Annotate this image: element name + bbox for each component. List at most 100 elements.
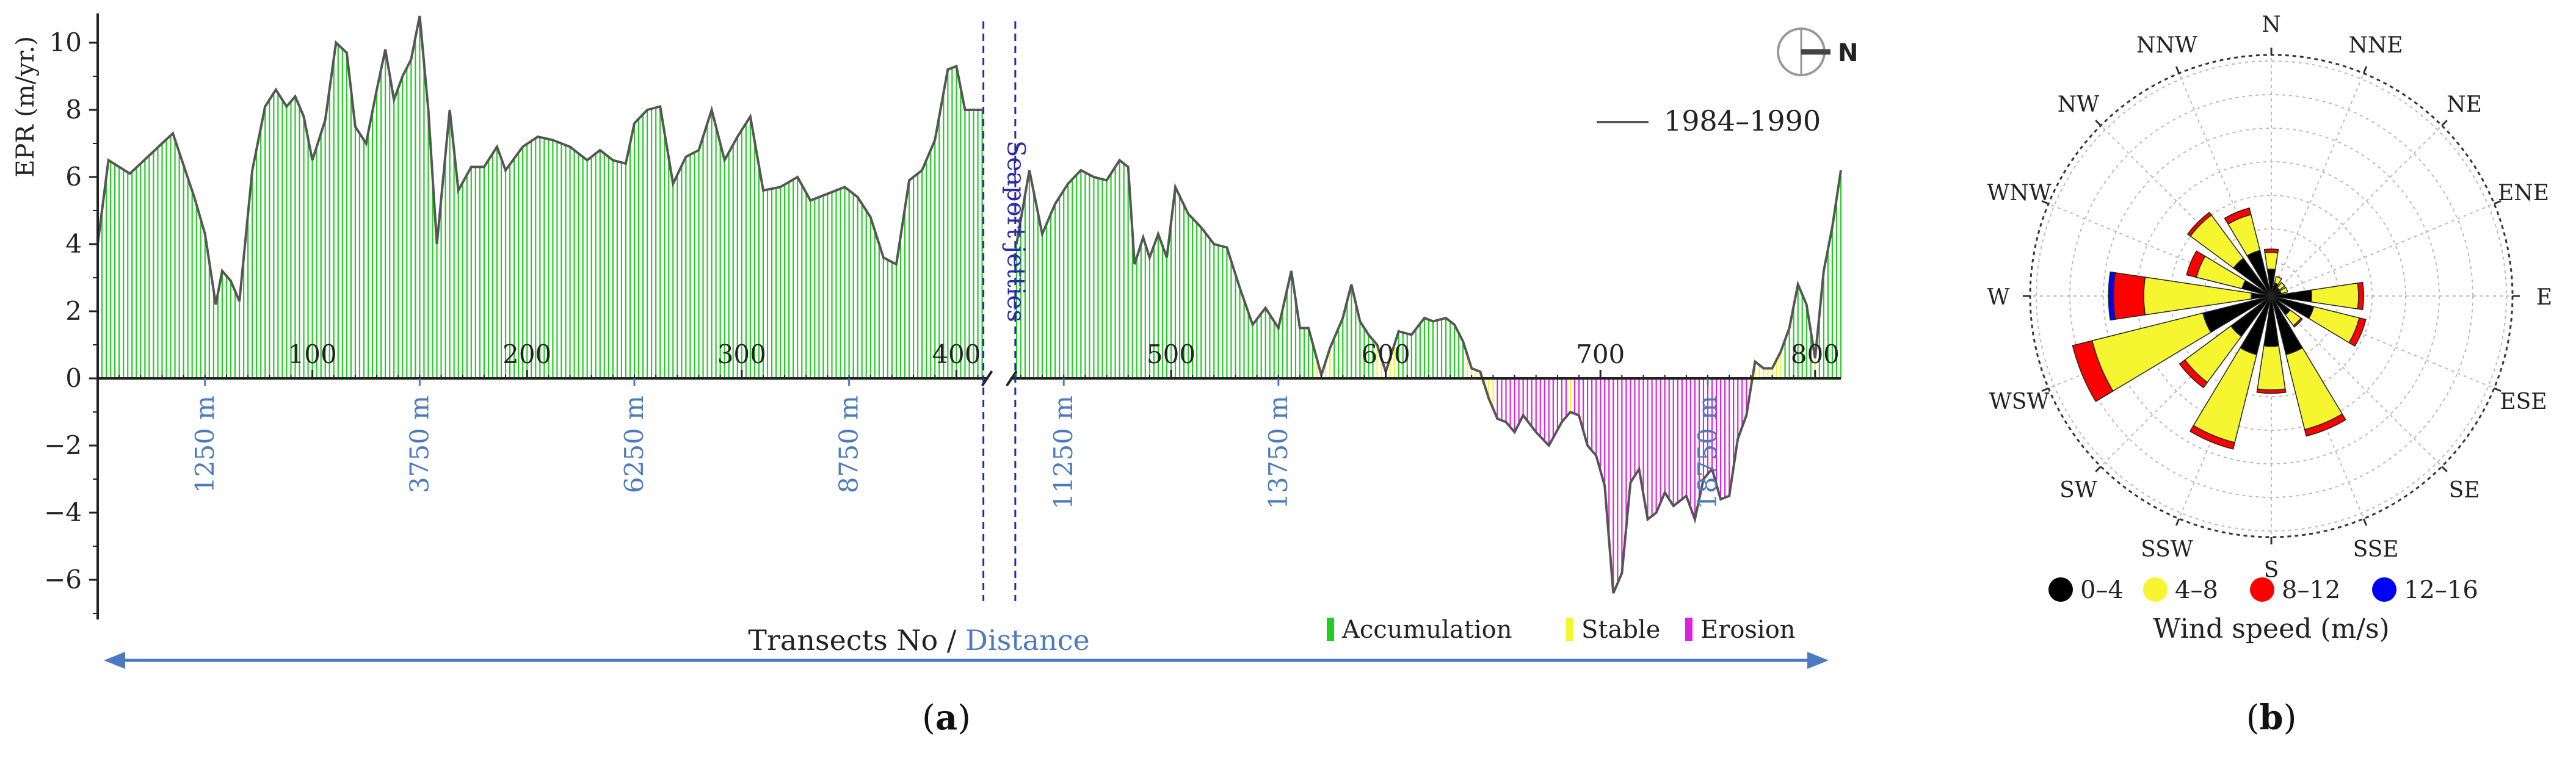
distance-tick-label: 1250 m (190, 395, 220, 493)
rose-wedge-sse (2304, 413, 2346, 437)
direction-label-ese: ESE (2500, 389, 2547, 414)
rose-wedge-ese (2348, 317, 2367, 347)
direction-label-ssw: SSW (2141, 537, 2193, 562)
x-tick-label: 200 (503, 339, 551, 369)
rose-outer-tick (2362, 66, 2368, 74)
rose-outer-tick (2441, 120, 2448, 126)
x-tick-label: 600 (1362, 339, 1410, 369)
panel-b-caption: (b) (2246, 698, 2297, 738)
legend-swatch-1 (2143, 577, 2168, 602)
rose-outer-tick (2175, 518, 2180, 526)
rose-wedge-sse (2285, 347, 2343, 430)
y-tick-label: −6 (44, 565, 82, 594)
direction-label-e: E (2536, 285, 2552, 310)
y-tick-label: −4 (44, 497, 82, 527)
wind-speed-label: Wind speed (m/s) (2153, 613, 2389, 644)
rose-grid-spoke (2271, 203, 2495, 297)
wind-speed-legend: 0–4 4–8 8–12 12–16 (2048, 576, 2478, 604)
y-tick-label: 8 (65, 95, 82, 125)
direction-label-nnw: NNW (2136, 33, 2197, 58)
x-tick-label: 500 (1147, 339, 1195, 369)
y-tick-label: 6 (65, 162, 82, 192)
panel-a-caption-letter: a (935, 698, 957, 738)
rose-outer-tick (2041, 200, 2049, 205)
rose-wedge-wnw (2186, 250, 2206, 278)
legend-label-3: 12–16 (2404, 576, 2478, 604)
legend-accumulation-swatch (1327, 618, 1334, 641)
direction-label-n: N (2262, 12, 2281, 37)
panel-b-caption-letter: b (2259, 698, 2283, 738)
epr-bars (96, 16, 1842, 593)
distance-tick-label: 6250 m (619, 395, 649, 493)
rose-outer-tick (2494, 200, 2502, 205)
y-tick-label: 4 (65, 229, 82, 259)
jetty-annotation: Seaport jetties (1002, 140, 1030, 322)
rose-wedge-wsw (2072, 340, 2114, 402)
rose-wedge-s (2257, 345, 2286, 391)
rose-outer-tick (2362, 518, 2368, 526)
rose-outer-tick (2095, 466, 2102, 472)
x-axis-label: Transects No / Distance (748, 624, 1089, 657)
rose-wedge-se (2292, 317, 2303, 328)
legend-stable-label: Stable (1581, 616, 1660, 644)
legend-erosion-swatch (1685, 618, 1693, 641)
rose-outer-tick (2175, 66, 2180, 74)
x-tick-label: 700 (1576, 339, 1625, 369)
direction-label-sse: SSE (2353, 537, 2399, 562)
distance-ticks: 1250 m 3750 m 6250 m 8750 m 11250 m 13750 m 18… (190, 378, 1722, 510)
distance-tick-label: 3750 m (404, 395, 434, 493)
panel-a-caption: (a) (922, 698, 971, 738)
rose-outer-tick (2494, 387, 2502, 392)
panel-a-ticks: −6 −4 −2 0 2 4 6 8 10 100 200 300 400 500 600 700 800 (44, 27, 1840, 614)
legend-label-0: 0–4 (2080, 576, 2124, 604)
direction-label-nw: NW (2058, 92, 2100, 117)
rose-wedge-ene (2279, 286, 2288, 294)
y-tick-label: 0 (65, 363, 82, 393)
rose-outer-tick (2441, 466, 2448, 472)
seaport-jetties: Seaport jetties (982, 21, 1030, 601)
rose-wedge-n (2263, 248, 2279, 254)
axis-break-mark (981, 370, 993, 387)
rose-grid-spoke (2271, 73, 2365, 297)
direction-label-w: W (1987, 285, 2009, 310)
panel-a-axes (96, 13, 1841, 619)
legend-swatch-0 (2048, 577, 2073, 602)
line-legend: 1984–1990 (1597, 104, 1821, 137)
y-tick-label: 2 (65, 296, 82, 326)
legend-swatch-2 (2250, 577, 2274, 602)
wind-rose-bars (2072, 207, 2367, 450)
axis-break-mark (1006, 370, 1018, 387)
direction-label-se: SE (2449, 478, 2480, 503)
rose-wedge-nw (2186, 211, 2212, 237)
epr-line-1984-1990 (96, 15, 1842, 594)
north-label: N (1838, 39, 1858, 67)
rose-outer-tick (2095, 120, 2102, 126)
distance-tick-label: 13750 m (1263, 395, 1293, 510)
legend-swatch-3 (2372, 577, 2396, 602)
rose-wedge-sw (2179, 359, 2208, 389)
x-tick-label: 400 (932, 339, 981, 369)
legend-label-2: 8–12 (2282, 576, 2340, 604)
direction-label-wnw: WNW (1987, 181, 2052, 206)
rose-wedge-w (2108, 271, 2116, 321)
direction-label-ene: ENE (2498, 181, 2549, 206)
legend-erosion-label: Erosion (1700, 616, 1796, 644)
distance-arrow-left-head (104, 652, 125, 669)
legend-label-1: 4–8 (2175, 576, 2218, 604)
rose-outer-tick (2041, 387, 2049, 392)
direction-label-wsw: WSW (1989, 389, 2050, 414)
rose-wedge-e (2357, 281, 2364, 311)
x-tick-label: 100 (288, 339, 337, 369)
rose-wedge-n (2264, 251, 2279, 270)
legend-accumulation-label: Accumulation (1341, 616, 1512, 644)
distance-tick-label: 18750 m (1693, 395, 1722, 510)
x-axis-label-transects: Transects No / (748, 624, 965, 657)
panel-a-chart: −6 −4 −2 0 2 4 6 8 10 100 200 300 400 500 600 700 800 12… (12, 13, 1858, 738)
rose-wedge-nnw (2224, 207, 2252, 225)
rose-wedge-ssw (2189, 425, 2236, 450)
class-legend: Accumulation Stable Erosion (1327, 616, 1796, 644)
north-arrow: N (1777, 27, 1858, 76)
direction-label-ne: NE (2447, 92, 2482, 117)
